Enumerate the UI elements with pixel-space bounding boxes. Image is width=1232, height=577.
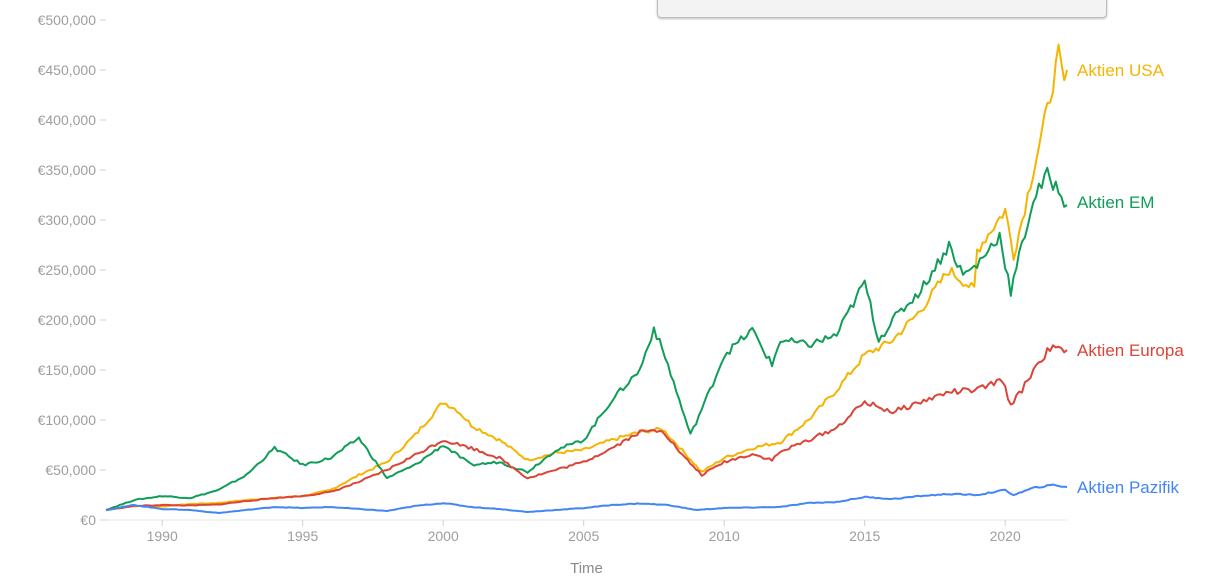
x-axis: 1990 1995 2000 2005 2010 2015 2020 — [106, 519, 1067, 544]
x-axis-title: Time — [570, 560, 603, 577]
y-tick-label: €150,000 — [38, 362, 97, 378]
series-labels: Aktien USA Aktien EM Aktien Europa Aktien P… — [1077, 61, 1184, 497]
series-label-aktien-europa: Aktien Europa — [1077, 341, 1184, 360]
series-lines — [105, 43, 1068, 514]
y-tick-label: €200,000 — [38, 312, 97, 328]
y-tick-label: €100,000 — [38, 412, 97, 428]
x-tick-label: 2020 — [990, 528, 1021, 544]
x-tick-label: 1990 — [147, 528, 178, 544]
x-tick-label: 2010 — [709, 528, 740, 544]
series-line-aktien-pazifik — [105, 483, 1068, 514]
y-axis: €0 €50,000 €100,000 €150,000 €200,000 €250,00… — [38, 12, 106, 528]
x-tick-label: 2015 — [849, 528, 880, 544]
series-label-aktien-usa: Aktien USA — [1077, 61, 1165, 80]
x-tick-label: 1995 — [287, 528, 318, 544]
x-tick-label: 2000 — [428, 528, 459, 544]
series-line-aktien-usa — [105, 43, 1068, 511]
y-tick-label: €250,000 — [38, 262, 97, 278]
series-line-aktien-em — [105, 166, 1068, 511]
x-tick-label: 2005 — [568, 528, 599, 544]
y-tick-label: €50,000 — [45, 462, 96, 478]
series-line-aktien-europa — [105, 344, 1068, 511]
y-tick-label: €350,000 — [38, 162, 97, 178]
y-tick-label: €400,000 — [38, 112, 97, 128]
y-tick-label: €450,000 — [38, 62, 97, 78]
y-tick-label: €0 — [80, 512, 96, 528]
y-tick-label: €500,000 — [38, 12, 97, 28]
series-label-aktien-em: Aktien EM — [1077, 193, 1154, 212]
y-tick-label: €300,000 — [38, 212, 97, 228]
series-label-aktien-pazifik: Aktien Pazifik — [1077, 478, 1180, 497]
tooltip-box — [657, 0, 1107, 18]
